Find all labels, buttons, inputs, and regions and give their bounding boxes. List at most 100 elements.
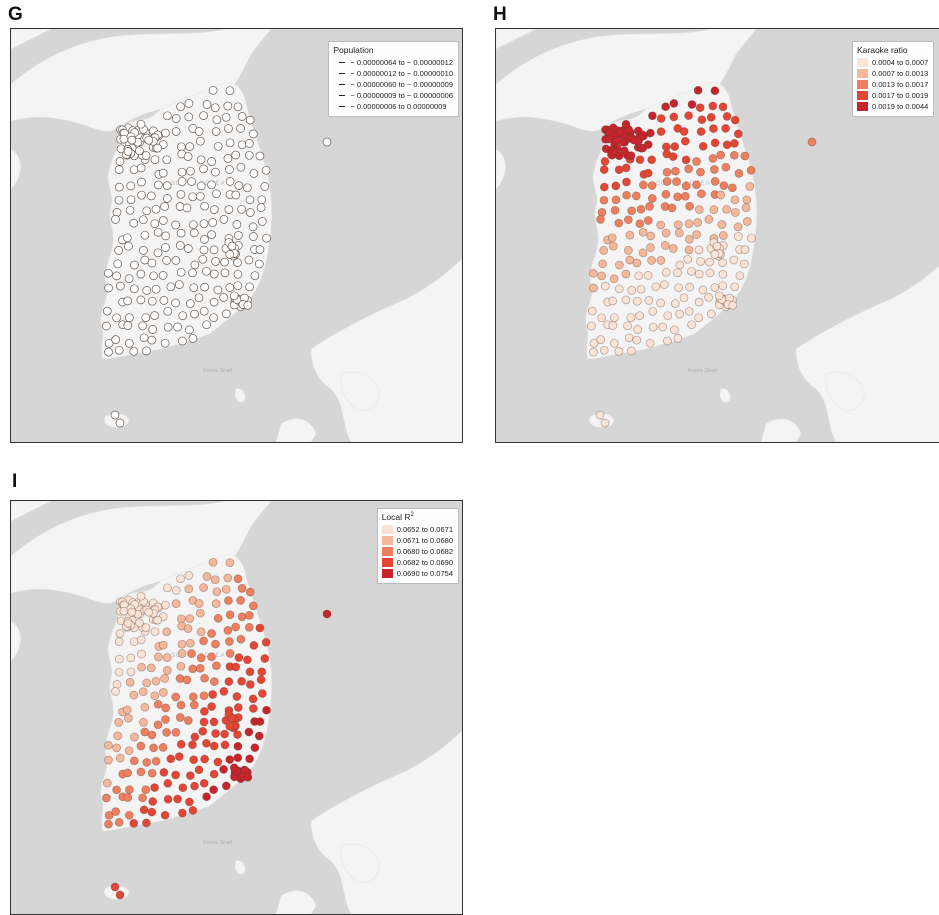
station-point bbox=[125, 205, 135, 215]
station-point bbox=[255, 623, 265, 633]
station-point bbox=[176, 228, 186, 238]
station-point bbox=[158, 271, 168, 280]
station-point bbox=[245, 587, 255, 597]
station-point bbox=[223, 101, 233, 111]
station-point bbox=[708, 154, 718, 163]
legend-entry: 0.0013 to 0.0017 bbox=[857, 79, 928, 90]
station-point bbox=[142, 206, 152, 216]
station-point bbox=[137, 662, 146, 672]
station-point bbox=[597, 313, 606, 323]
station-point bbox=[245, 208, 255, 217]
station-point bbox=[136, 635, 146, 645]
station-point bbox=[124, 810, 134, 820]
station-point bbox=[647, 181, 657, 190]
station-point bbox=[718, 231, 728, 240]
station-point bbox=[221, 309, 231, 319]
station-point bbox=[740, 245, 750, 254]
land-tsushima bbox=[719, 388, 731, 403]
station-point bbox=[129, 756, 139, 766]
station-point bbox=[137, 649, 146, 659]
station-point bbox=[647, 256, 656, 265]
station-point bbox=[244, 150, 254, 160]
station-point bbox=[202, 738, 211, 748]
station-point bbox=[171, 298, 180, 308]
station-point bbox=[112, 208, 122, 217]
station-point bbox=[710, 283, 720, 292]
station-point bbox=[257, 195, 267, 205]
station-point bbox=[188, 192, 198, 202]
station-point bbox=[706, 112, 716, 122]
station-point bbox=[610, 313, 619, 323]
station-point bbox=[245, 282, 254, 292]
station-point bbox=[608, 147, 618, 156]
station-point bbox=[220, 268, 230, 278]
station-point bbox=[680, 136, 690, 146]
station-point bbox=[151, 204, 161, 214]
station-point bbox=[136, 591, 146, 601]
station-point bbox=[673, 268, 682, 278]
station-point bbox=[130, 732, 139, 742]
legend-entry: − 0.00000060 to − 0.00000009 bbox=[333, 79, 453, 90]
station-point bbox=[255, 717, 265, 726]
station-point bbox=[684, 111, 693, 120]
station-point bbox=[599, 195, 609, 205]
station-point bbox=[129, 690, 139, 700]
station-point bbox=[160, 674, 169, 683]
station-point bbox=[626, 151, 636, 160]
station-point bbox=[589, 338, 599, 348]
station-point bbox=[183, 716, 193, 725]
station-point bbox=[647, 155, 657, 165]
station-point bbox=[705, 268, 715, 278]
station-point bbox=[139, 805, 149, 815]
station-point bbox=[194, 599, 204, 608]
station-point bbox=[231, 150, 241, 160]
station-point bbox=[114, 345, 124, 355]
station-point bbox=[184, 584, 194, 594]
station-point bbox=[147, 768, 157, 778]
station-point bbox=[609, 241, 618, 251]
station-point bbox=[161, 243, 170, 252]
station-point bbox=[611, 195, 621, 205]
station-point bbox=[158, 216, 168, 225]
station-point bbox=[150, 155, 160, 165]
station-point bbox=[672, 177, 681, 186]
station-point bbox=[614, 284, 624, 294]
station-point bbox=[177, 167, 187, 177]
station-point bbox=[146, 663, 156, 673]
station-point bbox=[209, 717, 219, 727]
strait-label: Korea Strait bbox=[688, 368, 718, 374]
station-point bbox=[185, 299, 195, 308]
station-point bbox=[162, 627, 172, 637]
station-point bbox=[632, 296, 642, 306]
station-point bbox=[245, 139, 254, 148]
station-point bbox=[185, 614, 195, 623]
station-point bbox=[198, 726, 208, 736]
station-point bbox=[597, 208, 607, 217]
station-point bbox=[166, 754, 176, 764]
station-point bbox=[614, 218, 624, 228]
station-point bbox=[599, 165, 609, 174]
station-point bbox=[643, 216, 653, 225]
station-point bbox=[600, 418, 610, 428]
station-point bbox=[237, 612, 247, 622]
station-point bbox=[202, 792, 211, 802]
station-point bbox=[185, 797, 194, 807]
panel-label-h: H bbox=[493, 4, 507, 25]
station-point bbox=[144, 135, 154, 145]
land-japanIsle2 bbox=[275, 418, 317, 442]
station-point bbox=[162, 666, 172, 675]
station-point bbox=[142, 346, 151, 356]
station-point bbox=[719, 181, 729, 190]
station-point bbox=[694, 269, 704, 279]
station-point bbox=[115, 753, 125, 763]
station-point bbox=[209, 297, 219, 307]
station-point bbox=[177, 649, 187, 658]
station-point bbox=[714, 291, 724, 301]
station-point bbox=[621, 295, 631, 305]
station-point bbox=[648, 306, 658, 316]
station-point bbox=[224, 124, 233, 133]
station-point bbox=[729, 255, 739, 265]
station-point bbox=[231, 662, 241, 672]
station-point bbox=[213, 613, 223, 623]
station-point bbox=[199, 164, 208, 174]
